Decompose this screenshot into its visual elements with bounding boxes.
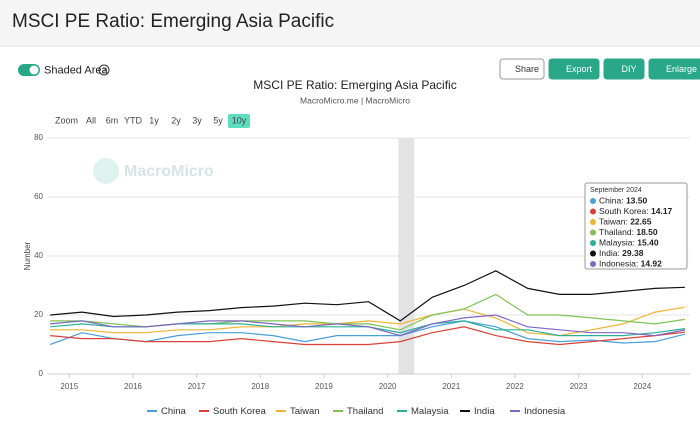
tooltip-dot — [590, 261, 596, 267]
tooltip-dot — [590, 229, 596, 236]
tooltip-colon: : — [625, 217, 630, 227]
button[interactable] — [548, 58, 600, 80]
tooltip-row: Malaysia: 15.40 — [599, 238, 659, 248]
tooltip-name: Taiwan — [599, 217, 626, 227]
watermark-logo — [93, 158, 119, 184]
tooltip-colon: : — [636, 259, 641, 269]
tooltip-dot — [590, 198, 596, 204]
tooltip-dot — [590, 208, 596, 215]
x-tick-label: 2021 — [442, 382, 460, 391]
tooltip-name: Thailand — [599, 227, 632, 237]
x-tick-label: 2023 — [570, 382, 588, 391]
zoom-option[interactable]: 5y — [213, 115, 223, 125]
tooltip-row: Indonesia: 14.92 — [599, 259, 662, 269]
y-tick-label: 20 — [34, 310, 43, 319]
toggle-knob — [29, 65, 39, 75]
y-tick-label: 80 — [34, 133, 43, 142]
series-line — [50, 326, 685, 346]
header-bg — [0, 0, 700, 46]
series-line — [50, 270, 685, 322]
chart-subtitle: MacroMicro.me | MacroMicro — [300, 95, 410, 105]
x-tick-label: 2016 — [124, 382, 142, 391]
button[interactable] — [499, 58, 545, 80]
tooltip-dot — [590, 219, 596, 225]
tooltip-box — [584, 182, 688, 270]
x-tick-label: 2018 — [251, 382, 269, 391]
button[interactable] — [648, 58, 700, 80]
watermark: MacroMicro — [124, 163, 214, 180]
tooltip-colon: : — [617, 248, 622, 258]
zoom-option[interactable]: All — [86, 115, 96, 125]
tooltip-value: 14.92 — [641, 259, 663, 269]
tooltip-dot — [590, 250, 596, 257]
tooltip-value: 22.65 — [630, 217, 652, 227]
zoom-option[interactable]: 1y — [149, 115, 159, 125]
tooltip-colon: : — [621, 196, 626, 206]
help-icon-text: ? — [102, 65, 107, 74]
series-line — [49, 320, 686, 346]
tooltip-row: Taiwan: 22.65 — [599, 217, 652, 227]
y-tick-label: 60 — [34, 192, 43, 201]
legend-label[interactable]: Thailand — [347, 406, 383, 417]
tooltip-row: South Korea: 14.17 — [599, 206, 673, 216]
x-tick-label: 2015 — [60, 382, 78, 391]
button-label: Enlarge — [666, 64, 697, 74]
series-line — [50, 314, 686, 337]
tooltip-value: 15.40 — [637, 238, 659, 248]
tooltip-colon: : — [632, 227, 637, 237]
tooltip-dot — [590, 240, 596, 246]
tooltip-value: 14.17 — [651, 206, 673, 216]
zoom-option[interactable]: 6m — [106, 115, 119, 125]
zoom-option[interactable]: 2y — [171, 115, 181, 125]
chart-title: MSCI PE Ratio: Emerging Asia Pacific — [253, 78, 456, 92]
button[interactable] — [603, 58, 645, 80]
series-line — [50, 320, 685, 337]
tooltip-name: South Korea — [599, 206, 647, 216]
x-tick-label: 2017 — [188, 382, 206, 391]
help-icon[interactable] — [98, 64, 110, 76]
legend-label[interactable]: China — [161, 406, 187, 417]
y-tick-label: 0 — [39, 369, 44, 378]
zoom-option[interactable]: 10y — [232, 115, 247, 125]
legend-label[interactable]: Taiwan — [290, 406, 320, 417]
tooltip-name: China — [599, 196, 621, 206]
x-tick-label: 2020 — [379, 382, 397, 391]
tooltip-colon: : — [646, 206, 651, 216]
page-heading: MSCI PE Ratio: Emerging Asia Pacific — [12, 11, 334, 32]
x-tick-label: 2019 — [315, 382, 333, 391]
button-label: DIY — [621, 64, 636, 74]
y-tick-label: 40 — [34, 251, 43, 260]
legend-label[interactable]: India — [474, 406, 495, 417]
tooltip-value: 13.50 — [626, 196, 648, 206]
tooltip-row: India: 29.38 — [599, 248, 644, 258]
tooltip-value: 18.50 — [636, 227, 658, 237]
zoom-option[interactable]: YTD — [124, 115, 143, 125]
y-axis-title: Number — [23, 241, 32, 270]
tooltip-name: Malaysia — [599, 238, 633, 248]
tooltip-colon: : — [633, 238, 638, 248]
tooltip-title: September 2024 — [590, 187, 642, 194]
zoom-label: Zoom — [55, 115, 78, 125]
button-label: Export — [566, 64, 593, 74]
x-tick-label: 2022 — [506, 382, 524, 391]
zoom-active-bg — [228, 114, 250, 128]
tooltip-name: Indonesia — [599, 259, 636, 269]
legend-label[interactable]: Malaysia — [411, 406, 449, 417]
button-label: Share — [515, 64, 539, 74]
series-line — [50, 306, 685, 337]
toggle-label: Shaded Area — [44, 64, 108, 76]
tooltip-value: 29.38 — [622, 248, 644, 258]
legend-label[interactable]: South Korea — [213, 406, 267, 417]
legend-label[interactable]: Indonesia — [524, 406, 566, 417]
tooltip-row: China: 13.50 — [599, 196, 647, 206]
series-line — [50, 293, 685, 331]
zoom-option[interactable]: 3y — [192, 115, 202, 125]
tooltip-name: India — [599, 248, 618, 258]
tooltip-row: Thailand: 18.50 — [599, 227, 658, 237]
x-tick-label: 2024 — [633, 382, 651, 391]
